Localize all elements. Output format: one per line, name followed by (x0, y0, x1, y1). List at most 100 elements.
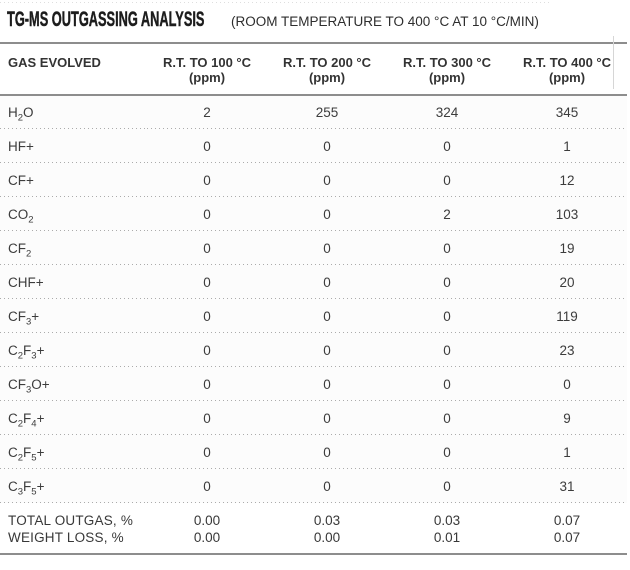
gas-value: 0 (147, 231, 267, 265)
summary-value: 0.00 (313, 530, 341, 545)
gas-label: CO2 (0, 197, 147, 231)
gas-value: 0 (267, 401, 387, 435)
gas-value: 19 (507, 231, 627, 265)
column-header-unit: (ppm) (428, 70, 466, 85)
gas-value: 0 (387, 367, 507, 401)
gas-evolved-header: GAS EVOLVED (0, 44, 147, 96)
gas-label: HF+ (0, 129, 147, 163)
table-row: C2F3+ 0 0 0 23 (0, 333, 627, 367)
column-header-label: R.T. TO 100 °C (162, 55, 252, 70)
gas-label: H2O (0, 95, 147, 129)
header-right-border (613, 36, 614, 89)
gas-value: 0 (147, 163, 267, 197)
header-row: GAS EVOLVED R.T. TO 100 °C (ppm) R.T. TO… (0, 44, 627, 96)
gas-value: 0 (387, 129, 507, 163)
summary-label: TOTAL OUTGAS, % (8, 513, 134, 528)
table-header: GAS EVOLVED R.T. TO 100 °C (ppm) R.T. TO… (0, 44, 627, 96)
gas-value: 0 (267, 163, 387, 197)
gas-value: 0 (147, 401, 267, 435)
gas-label: CHF+ (0, 265, 147, 299)
gas-label: C3F5+ (0, 469, 147, 503)
gas-value: 31 (507, 469, 627, 503)
gas-value: 0 (267, 231, 387, 265)
column-header-label: R.T. TO 300 °C (402, 55, 492, 70)
title-underline (0, 42, 627, 44)
gas-value: 2 (147, 95, 267, 129)
summary-row: WEIGHT LOSS, % 0.00 0.00 0.01 0.07 (0, 529, 627, 553)
gas-value: 0 (147, 435, 267, 469)
gas-value: 2 (387, 197, 507, 231)
table-row: CO2 0 0 2 103 (0, 197, 627, 231)
gas-value: 345 (507, 95, 627, 129)
gas-value: 324 (387, 95, 507, 129)
gas-value: 0 (267, 299, 387, 333)
gas-value: 0 (147, 367, 267, 401)
summary-value: 0.00 (193, 530, 221, 545)
column-header-300c: R.T. TO 300 °C (ppm) (387, 44, 507, 96)
table-row: C2F4+ 0 0 0 9 (0, 401, 627, 435)
gas-value: 1 (507, 435, 627, 469)
page-title: TG-MS OUTGASSING ANALYSIS (7, 8, 205, 32)
bottom-rule (0, 553, 627, 555)
summary-value: 0.07 (553, 513, 581, 528)
gas-value: 1 (507, 129, 627, 163)
gas-value: 9 (507, 401, 627, 435)
gas-value: 0 (267, 129, 387, 163)
table-row: CF3+ 0 0 0 119 (0, 299, 627, 333)
table-row: CF2 0 0 0 19 (0, 231, 627, 265)
summary-value: 0.01 (433, 530, 461, 545)
gas-value: 0 (147, 469, 267, 503)
gas-value: 0 (147, 299, 267, 333)
gas-rows: H2O 2 255 324 345 HF+ 0 0 0 1 CF+ 0 0 0 12 CO2 0 0 2 103 CF2… (0, 95, 627, 503)
column-header-unit: (ppm) (548, 70, 586, 85)
page-subtitle: (ROOM TEMPERATURE TO 400 °C AT 10 °C/MIN… (231, 14, 539, 29)
column-header-100c: R.T. TO 100 °C (ppm) (147, 44, 267, 96)
gas-value: 0 (147, 333, 267, 367)
gas-value: 0 (147, 197, 267, 231)
table-row: CF3O+ 0 0 0 0 (0, 367, 627, 401)
gas-value: 0 (507, 367, 627, 401)
gas-value: 103 (507, 197, 627, 231)
title-row: TG-MS OUTGASSING ANALYSIS (ROOM TEMPERAT… (0, 0, 630, 42)
gas-label: C2F3+ (0, 333, 147, 367)
gas-value: 12 (507, 163, 627, 197)
gas-value: 0 (387, 435, 507, 469)
gas-value: 0 (387, 299, 507, 333)
gas-value: 0 (267, 333, 387, 367)
gas-value: 119 (507, 299, 627, 333)
gas-label: C2F5+ (0, 435, 147, 469)
gas-value: 0 (267, 469, 387, 503)
column-header-label: R.T. TO 400 °C (522, 55, 612, 70)
gas-value: 0 (267, 435, 387, 469)
gas-value: 255 (267, 95, 387, 129)
gas-value: 0 (267, 367, 387, 401)
table-row: CF+ 0 0 0 12 (0, 163, 627, 197)
outgassing-table: GAS EVOLVED R.T. TO 100 °C (ppm) R.T. TO… (0, 44, 627, 553)
summary-value: 0.03 (433, 513, 461, 528)
table-row: CHF+ 0 0 0 20 (0, 265, 627, 299)
summary-value: 0.07 (553, 530, 581, 545)
table-row: HF+ 0 0 0 1 (0, 129, 627, 163)
gas-value: 0 (387, 163, 507, 197)
gas-value: 20 (507, 265, 627, 299)
summary-rows: TOTAL OUTGAS, % 0.00 0.03 0.03 0.07 WEIGHT LO… (0, 503, 627, 553)
gas-value: 0 (387, 333, 507, 367)
column-header-200c: R.T. TO 200 °C (ppm) (267, 44, 387, 96)
column-header-400c: R.T. TO 400 °C (ppm) (507, 44, 627, 96)
gas-value: 0 (147, 265, 267, 299)
table-row: C2F5+ 0 0 0 1 (0, 435, 627, 469)
summary-row: TOTAL OUTGAS, % 0.00 0.03 0.03 0.07 (0, 503, 627, 529)
summary-value: 0.00 (193, 513, 221, 528)
gas-label: C2F4+ (0, 401, 147, 435)
gas-label: CF3+ (0, 299, 147, 333)
gas-value: 0 (267, 197, 387, 231)
gas-label: CF+ (0, 163, 147, 197)
table-row: C3F5+ 0 0 0 31 (0, 469, 627, 503)
gas-value: 0 (387, 231, 507, 265)
gas-value: 0 (267, 265, 387, 299)
gas-value: 0 (387, 265, 507, 299)
summary-value: 0.03 (313, 513, 341, 528)
gas-value: 0 (387, 401, 507, 435)
column-header-label: R.T. TO 200 °C (282, 55, 372, 70)
